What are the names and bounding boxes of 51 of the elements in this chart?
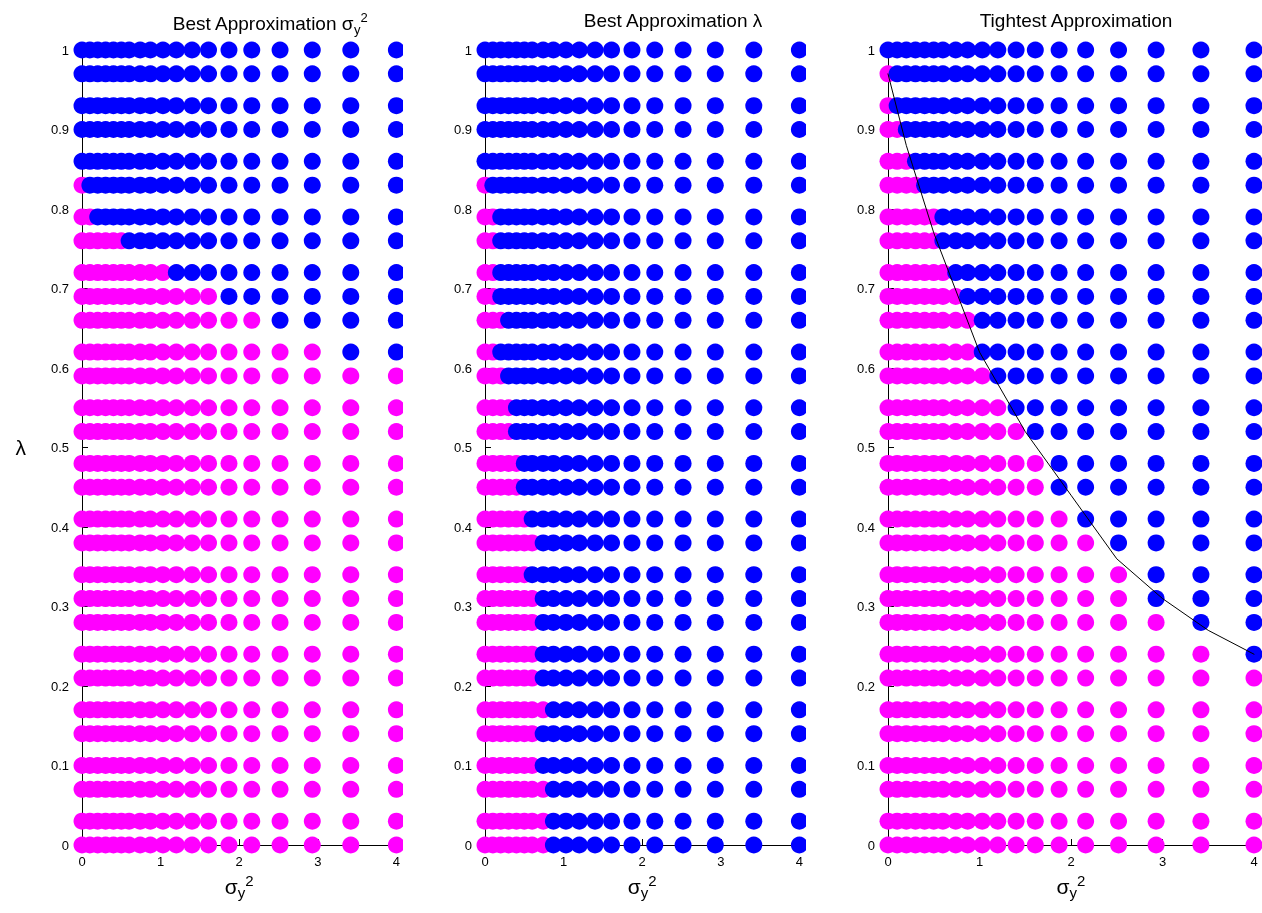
y-tick-label: 0.9	[453, 122, 472, 137]
y-tick-label: 0	[61, 837, 69, 853]
x-tick-label: 2	[235, 854, 243, 869]
x-tick-label: 3	[717, 854, 725, 869]
x-tick-label: 1	[975, 854, 984, 869]
y-tick-label: 0.3	[453, 599, 472, 614]
y-tick-label: 0.7	[856, 281, 875, 296]
y-tick-label: 0.7	[453, 281, 472, 296]
y-axis-title: λ	[15, 436, 27, 459]
y-tick-label: 0.8	[453, 201, 472, 217]
x-tick-label: 0	[481, 854, 489, 869]
y-tick-label: 0.6	[453, 360, 472, 376]
y-tick-label: 0.2	[50, 678, 69, 694]
x-tick-label: 0	[78, 854, 86, 869]
y-tick-label: 1	[464, 42, 472, 58]
x-tick-label: 2	[1067, 854, 1075, 869]
chart-title: Best Approximation λ	[583, 10, 763, 31]
y-tick-label: 0.3	[50, 599, 69, 614]
y-tick-label: 0.9	[50, 122, 69, 137]
y-tick-label: 1	[61, 42, 69, 58]
x-tick-label: 3	[314, 854, 322, 869]
chart-title: Tightest Approximation	[979, 10, 1173, 31]
x-tick-label: 2	[638, 854, 646, 869]
y-tick-label: 0.9	[856, 122, 875, 137]
y-tick-label: 0	[464, 837, 472, 853]
y-tick-label: 0.7	[50, 281, 69, 296]
y-tick-label: 0.4	[856, 519, 875, 535]
y-tick-label: 0.8	[50, 201, 69, 217]
x-tick-label: 4	[392, 854, 400, 869]
y-tick-label: 0.4	[453, 519, 472, 535]
y-tick-label: 0.1	[50, 758, 69, 773]
x-tick-label: 1	[156, 854, 165, 869]
y-tick-label: 0.4	[50, 519, 69, 535]
x-tick-label: 1	[559, 854, 568, 869]
x-tick-label: 4	[1250, 854, 1258, 869]
y-tick-label: 0.1	[453, 758, 472, 773]
y-tick-label: 0	[867, 837, 875, 853]
y-tick-label: 0.8	[856, 201, 875, 217]
y-tick-label: 0.6	[50, 360, 69, 376]
x-tick-label: 4	[795, 854, 803, 869]
y-tick-label: 0.5	[50, 440, 69, 455]
y-tick-label: 0.5	[856, 440, 875, 455]
y-tick-label: 1	[867, 42, 875, 58]
x-tick-label: 0	[884, 854, 892, 869]
y-tick-label: 0.2	[856, 678, 875, 694]
y-tick-label: 0.2	[453, 678, 472, 694]
y-tick-label: 0.6	[856, 360, 875, 376]
y-tick-label: 0.1	[856, 758, 875, 773]
y-tick-label: 0.5	[453, 440, 472, 455]
x-tick-label: 3	[1158, 854, 1167, 869]
y-tick-label: 0.3	[856, 599, 875, 614]
